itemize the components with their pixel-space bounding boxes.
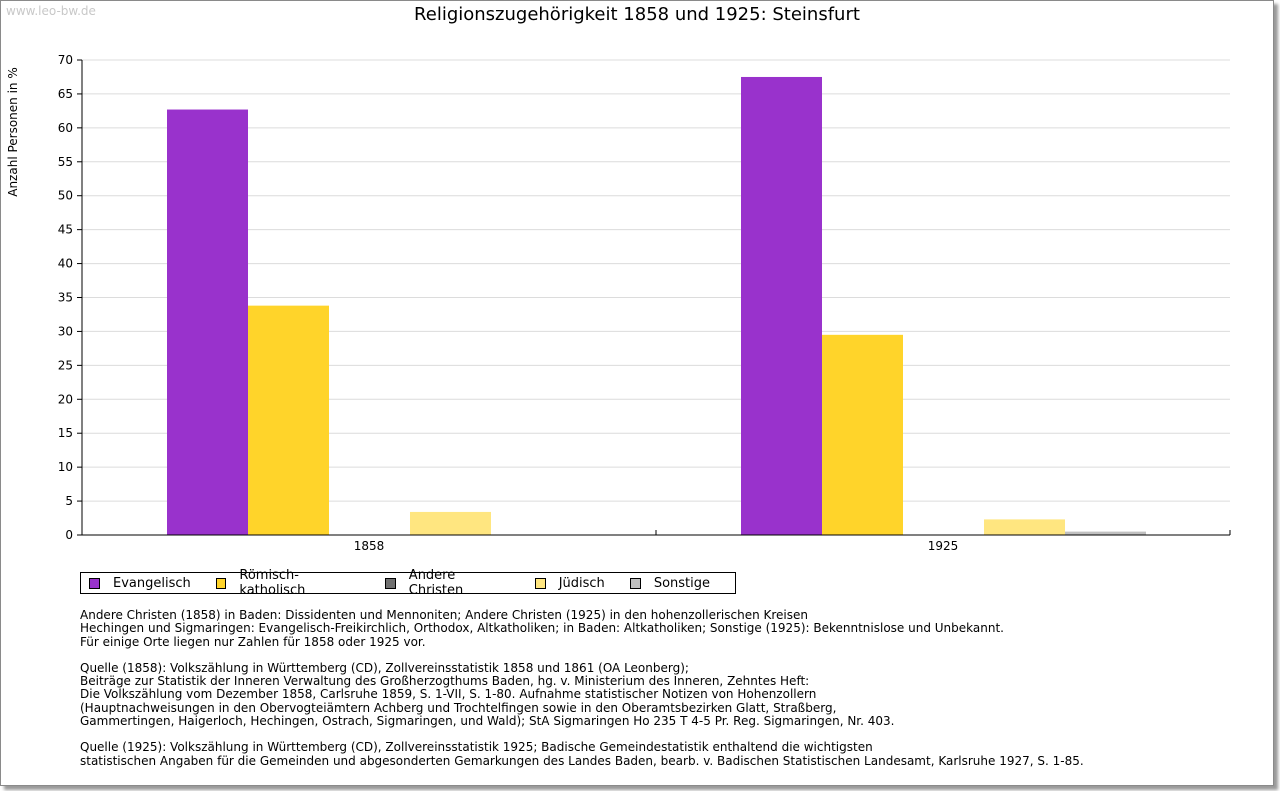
legend-label: Sonstige	[653, 575, 710, 591]
y-tick-label: 15	[58, 426, 73, 440]
bar-r-misch-katholisch-1858	[248, 305, 329, 535]
legend-label: Jüdisch	[558, 575, 605, 591]
legend-label: Evangelisch	[113, 575, 191, 591]
axes	[77, 59, 1231, 536]
x-tick-label: 1858	[354, 539, 385, 553]
note-line: Gammertingen, Haigerloch, Hechingen, Ost…	[80, 714, 895, 729]
legend-item: Evangelisch	[89, 576, 191, 591]
note-line: Andere Christen (1858) in Baden: Disside…	[80, 608, 808, 622]
legend: Evangelisch Römisch-katholisch Andere Chri…	[80, 568, 736, 598]
note-line: Die Volkszählung vom Dezember 1858, Carl…	[80, 687, 817, 702]
note-line: Quelle (1858): Volkszählung in Württembe…	[80, 660, 689, 675]
bar-evangelisch-1925	[741, 76, 822, 535]
y-tick-labels: 0 5 10 15 20 25 30 35 40 45 50 55 60 65 70	[58, 53, 73, 542]
legend-item: Römisch-katholisch	[215, 568, 360, 598]
chart-title: Religionszugehörigkeit 1858 und 1925: St…	[414, 4, 860, 25]
y-tick-label: 20	[58, 392, 73, 406]
legend-label: Römisch-katholisch	[239, 568, 306, 598]
y-tick-label: 0	[65, 528, 73, 542]
note-paragraph: Quelle (1925): Volkszählung in Württembe…	[80, 741, 1260, 768]
y-tick-label: 30	[58, 324, 73, 338]
bar-j-disch-1925	[984, 519, 1065, 535]
y-tick-label: 10	[58, 460, 73, 474]
bar-sonstige-1925	[1065, 531, 1146, 535]
y-tick-label: 45	[58, 223, 73, 237]
note-line: statistischen Angaben für die Gemeinden …	[80, 753, 1084, 768]
note-line: Beiträge zur Statistik der Inneren Verwa…	[80, 674, 810, 689]
bar-chart: 0 5 10 15 20 25 30 35 40 45 50 55 60 65 70 1858 1925	[58, 53, 1231, 553]
y-tick-label: 60	[58, 121, 73, 135]
y-tick-label: 5	[65, 494, 73, 508]
legend-item: Sonstige	[629, 575, 710, 591]
y-tick-label: 65	[58, 87, 73, 101]
y-tick-label: 55	[58, 155, 73, 169]
legend-swatch	[534, 577, 546, 589]
legend-label: Andere Christen	[408, 568, 464, 598]
note-line: Hechingen und Sigmaringen: Evangelisch-F…	[80, 621, 1004, 636]
y-tick-label: 25	[58, 358, 73, 372]
y-tick-label: 70	[58, 53, 73, 67]
bar-j-disch-1858	[410, 511, 491, 535]
watermark: www.leo-bw.de	[6, 4, 96, 18]
note-paragraph: Quelle (1858): Volkszählung in Württembe…	[80, 660, 1260, 729]
bars	[167, 76, 1146, 536]
legend-swatch	[89, 577, 100, 589]
note-paragraph: Andere Christen (1858) in Baden: Disside…	[80, 608, 1260, 649]
legend-swatch	[215, 577, 227, 589]
bar-evangelisch-1858	[167, 109, 248, 536]
legend-item: Jüdisch	[534, 575, 605, 591]
x-tick-label: 1925	[928, 539, 959, 553]
note-line: Quelle (1925): Volkszählung in Württembe…	[80, 740, 873, 755]
chart-notes: Andere Christen (1858) in Baden: Disside…	[80, 608, 1260, 781]
legend-item: Andere Christen	[385, 568, 510, 598]
legend-swatch	[385, 577, 396, 589]
legend-swatch	[629, 577, 641, 589]
y-tick-label: 50	[58, 189, 73, 203]
y-tick-label: 35	[58, 291, 73, 305]
note-line: Für einige Orte liegen nur Zahlen für 18…	[80, 634, 426, 649]
y-tick-label: 40	[58, 257, 73, 271]
bar-r-misch-katholisch-1925	[822, 334, 903, 535]
x-tick-labels: 1858 1925	[354, 539, 959, 553]
note-line: (Hauptnachweisungen in den Obervogteiämt…	[80, 700, 837, 715]
